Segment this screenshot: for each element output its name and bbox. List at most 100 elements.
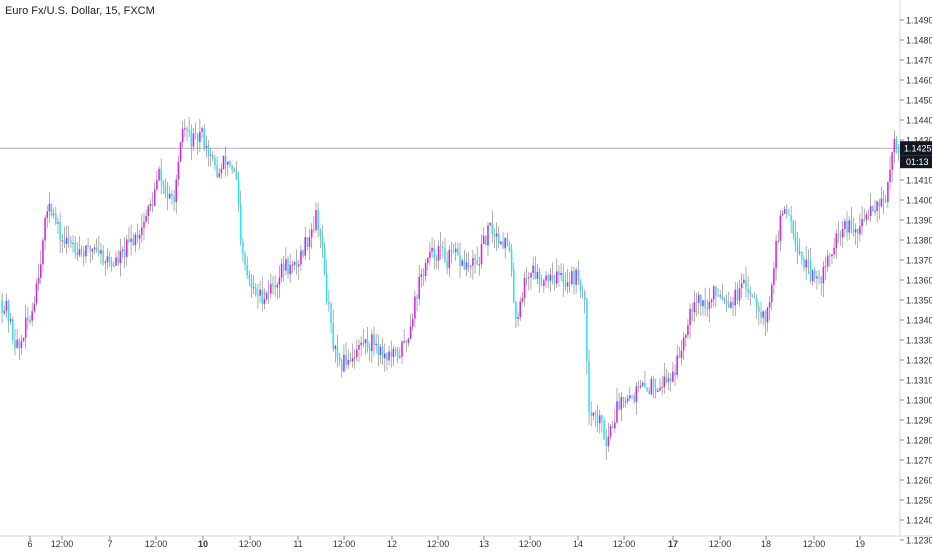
candle-body-up [115, 257, 117, 266]
candle-body-down [216, 165, 218, 177]
candle-body-down [317, 210, 319, 231]
candle-body-down [442, 247, 444, 249]
candle-body-up [876, 201, 878, 211]
candle-body-up [523, 277, 526, 299]
candle-body-up [861, 219, 863, 227]
candle-body-up [657, 390, 659, 393]
candle-body-up [659, 387, 661, 391]
candle-body-down [7, 300, 10, 322]
candle-body-down [117, 257, 119, 264]
candle-body-up [119, 251, 122, 264]
last-price-label-bg [900, 141, 932, 156]
candle-body-down [594, 412, 597, 415]
candle-body-down [747, 288, 749, 293]
candle-body-up [169, 193, 171, 199]
candle-body-down [396, 350, 399, 358]
candle-body-down [540, 284, 543, 286]
candle-body-up [427, 257, 429, 264]
candle-body-up [358, 344, 360, 350]
candle-body-up [609, 426, 612, 437]
candle-body-up [399, 356, 401, 358]
candle-body-down [113, 265, 115, 267]
candle-body-up [61, 240, 64, 242]
candle-body-down [704, 300, 706, 308]
candle-body-down [306, 237, 309, 248]
y-tick-label: 1.14500 [906, 96, 932, 106]
candle-body-up [639, 385, 642, 388]
candle-body-down [648, 390, 650, 395]
candle-body-up [16, 339, 18, 348]
candle-body-down [233, 170, 236, 172]
candle-body-down [603, 420, 605, 440]
candle-body-down [345, 354, 347, 365]
candle-body-up [431, 247, 433, 252]
candle-body-down [476, 260, 478, 265]
candle-body-down [601, 415, 603, 421]
candle-body-up [614, 422, 616, 429]
candle-body-up [353, 357, 356, 359]
candle-body-up [560, 272, 562, 276]
candle-body-up [145, 215, 147, 222]
candle-body-up [626, 398, 629, 402]
candle-body-up [536, 271, 539, 279]
candle-body-up [624, 401, 627, 403]
candle-body-down [108, 256, 111, 263]
candle-body-down [295, 261, 298, 267]
candle-body-up [205, 145, 208, 148]
candle-body-down [80, 249, 83, 252]
y-tick-label: 1.12800 [906, 436, 932, 446]
candle-body-up [708, 302, 711, 310]
candle-body-up [93, 247, 96, 250]
candle-body-up [85, 245, 87, 257]
candle-body-up [766, 307, 769, 323]
candle-body-down [618, 401, 620, 410]
candle-body-up [689, 308, 691, 326]
candle-body-up [184, 128, 186, 130]
candle-body-down [577, 269, 580, 281]
candle-body-up [859, 226, 861, 235]
candle-body-up [315, 210, 317, 231]
candle-body-up [891, 152, 893, 170]
candle-body-up [549, 274, 552, 281]
candle-body-down [214, 157, 216, 166]
candle-body-up [24, 317, 27, 338]
candle-body-up [487, 225, 489, 246]
price-axis[interactable]: 1.14900 1.14800 1.14700 1.14600 1.14500 1.144… [900, 16, 932, 546]
y-tick-label: 1.14400 [906, 116, 932, 126]
candle-body-down [336, 345, 339, 357]
candle-body-down [721, 295, 724, 300]
y-tick-label: 1.14600 [906, 76, 932, 86]
candle-body-down [405, 340, 408, 343]
candle-body-down [67, 237, 70, 241]
candle-body-down [381, 346, 384, 359]
candle-body-up [289, 264, 291, 275]
candle-body-up [65, 237, 68, 244]
time-axis[interactable]: 6 12:00 7 12:00 10 12:00 11 12:00 12 12:00 13 12:00… [27, 536, 865, 549]
candle-body-up [218, 173, 220, 177]
candle-body-down [439, 246, 442, 248]
y-tick-label: 1.13100 [906, 376, 932, 386]
candle-body-up [134, 234, 137, 246]
symbol-title[interactable]: Euro Fx/U.S. Dollar, 15, FXCM [5, 5, 155, 17]
candle-body-down [235, 171, 238, 179]
candle-body-down [74, 243, 76, 253]
candle-body-down [136, 234, 139, 239]
candle-body-up [521, 298, 524, 302]
candle-body-up [480, 243, 483, 265]
candle-body-up [762, 311, 764, 318]
candle-body-down [829, 255, 831, 257]
candle-body-down [151, 203, 154, 206]
candle-body-down [166, 193, 169, 199]
candle-body-down [525, 277, 528, 279]
candle-body-down [751, 294, 754, 297]
candle-body-down [128, 239, 130, 242]
candle-body-up [528, 277, 530, 279]
candle-body-down [267, 292, 270, 294]
candle-body-down [652, 378, 655, 389]
candle-body-up [3, 310, 5, 313]
candle-body-up [650, 378, 653, 395]
y-tick-label: 1.13200 [906, 356, 932, 366]
candle-body-up [889, 169, 891, 183]
